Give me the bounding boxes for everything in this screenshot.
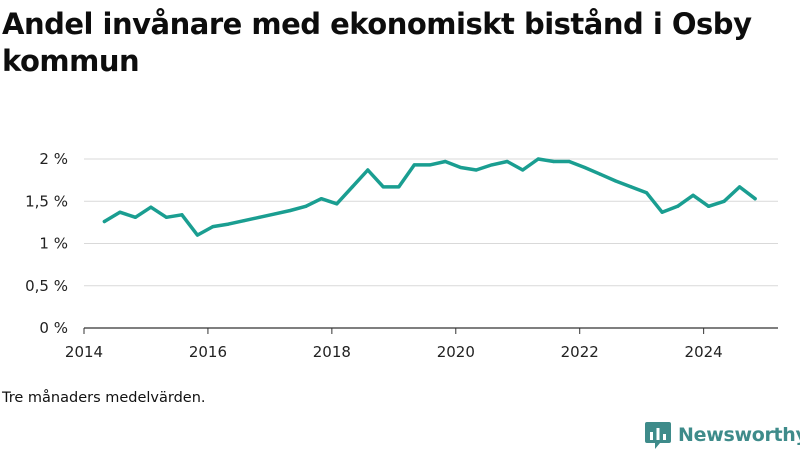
data-points <box>102 157 757 237</box>
data-point-11 <box>273 212 277 216</box>
data-point-19 <box>397 185 401 189</box>
data-point-26 <box>505 159 509 164</box>
newsworthy-logo-icon <box>645 422 671 449</box>
data-point-0 <box>102 219 107 224</box>
data-point-25 <box>490 163 494 167</box>
data-point-1 <box>118 210 122 214</box>
data-point-34 <box>629 185 633 189</box>
y-tick-label: 1 % <box>39 235 68 253</box>
data-point-18 <box>381 185 385 189</box>
data-point-32 <box>598 172 602 176</box>
data-point-4 <box>164 215 169 219</box>
x-tick-labels: 2014 2016 2018 2020 2022 2024 <box>65 343 723 361</box>
data-point-35 <box>645 191 649 195</box>
data-point-23 <box>459 165 463 170</box>
x-tick-label: 2024 <box>685 343 723 361</box>
data-point-28 <box>536 157 540 161</box>
series-line <box>102 157 757 237</box>
y-tick-label: 1,5 % <box>25 192 68 210</box>
data-point-37 <box>676 204 680 208</box>
data-point-3 <box>149 205 153 209</box>
data-point-15 <box>335 202 339 206</box>
x-tick-label: 2020 <box>437 343 475 361</box>
data-point-7 <box>211 225 215 229</box>
grid-lines <box>84 158 778 329</box>
y-tick-label: 0 % <box>39 319 68 337</box>
data-point-27 <box>521 168 525 172</box>
x-tick-label: 2016 <box>189 343 227 361</box>
data-point-6 <box>195 233 199 237</box>
y-tick-labels: 0 % 0,5 % 1 % 1,5 % 2 % <box>25 150 68 337</box>
data-point-24 <box>474 168 478 172</box>
data-point-29 <box>552 159 556 164</box>
y-tick-label: 0,5 % <box>25 277 68 295</box>
chart-title: Andel invånare med ekonomiskt bistånd i … <box>2 7 752 78</box>
data-point-39 <box>707 204 711 208</box>
x-tick-label: 2018 <box>313 343 351 361</box>
data-point-22 <box>443 159 447 164</box>
data-point-8 <box>226 222 230 226</box>
data-point-12 <box>288 208 292 213</box>
x-tick-label: 2022 <box>561 343 599 361</box>
data-point-17 <box>366 168 370 172</box>
data-point-40 <box>722 199 726 203</box>
data-point-21 <box>428 163 432 167</box>
data-point-14 <box>319 197 323 201</box>
newsworthy-logo: Newsworthy <box>644 420 800 450</box>
data-point-38 <box>691 193 695 197</box>
data-point-16 <box>350 185 354 189</box>
data-point-9 <box>242 219 246 223</box>
data-point-33 <box>614 179 618 183</box>
y-tick-label: 2 % <box>39 150 68 168</box>
x-axis <box>83 328 705 334</box>
x-tick-label: 2014 <box>65 343 103 361</box>
brand-name: Newsworthy <box>678 424 800 446</box>
data-point-36 <box>660 210 664 214</box>
data-point-20 <box>412 163 416 167</box>
data-point-13 <box>304 204 308 208</box>
data-point-41 <box>737 185 742 189</box>
data-point-10 <box>257 215 261 219</box>
footnote: Tre månaders medelvärden. <box>2 390 206 406</box>
data-point-30 <box>567 159 571 164</box>
data-point-5 <box>180 213 184 217</box>
data-point-42 <box>753 197 757 201</box>
data-point-31 <box>583 165 587 170</box>
data-point-2 <box>133 215 138 219</box>
